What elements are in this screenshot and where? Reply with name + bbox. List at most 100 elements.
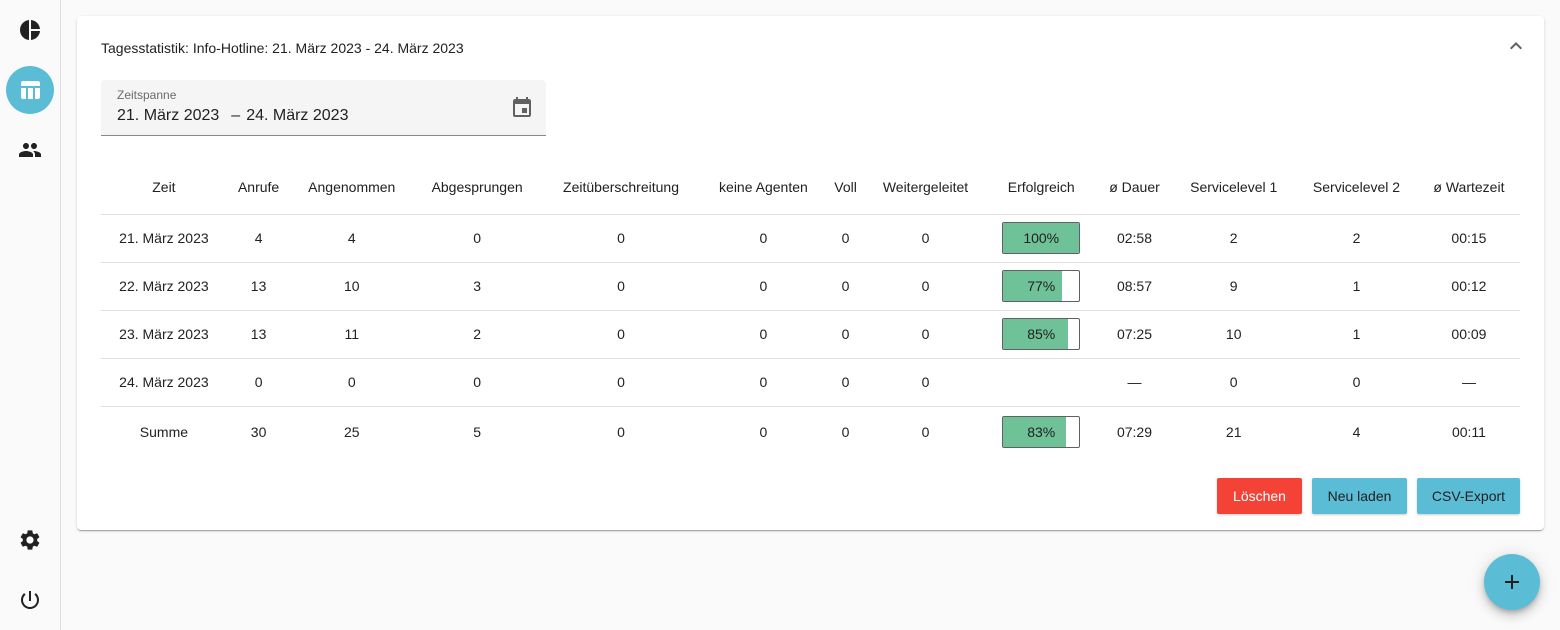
column-header: Voll [825, 160, 866, 215]
gear-icon [20, 530, 40, 550]
success-rate-label: 85% [1027, 326, 1056, 342]
cell-erfolgreich: 83% [986, 406, 1097, 458]
plus-icon [1505, 575, 1519, 589]
column-header: Servicelevel 2 [1295, 160, 1418, 215]
success-rate-label: 83% [1027, 424, 1056, 441]
cell-sl2: 0 [1295, 358, 1418, 407]
delete-button[interactable]: Löschen [1217, 478, 1302, 514]
people-icon [19, 143, 41, 157]
cell-angenommen: 10 [290, 262, 414, 311]
cell-dauer: 02:58 [1096, 214, 1173, 263]
nav-users[interactable] [6, 126, 54, 174]
cell-anrufe: 4 [226, 214, 291, 263]
chevron-up-icon [1510, 42, 1522, 50]
cell-dauer: 08:57 [1096, 262, 1173, 311]
reload-button[interactable]: Neu laden [1312, 478, 1407, 514]
column-header: Abgesprungen [413, 160, 542, 215]
column-header: Erfolgreich [985, 160, 1097, 215]
cell-weitergeleitet: 0 [865, 262, 986, 311]
cell-zeitueberschreitung: 0 [541, 358, 701, 407]
column-header: Servicelevel 1 [1172, 160, 1296, 215]
column-header: Angenommen [290, 160, 414, 215]
cell-angenommen: 11 [290, 310, 414, 359]
cell-zeitueberschreitung: 0 [541, 310, 701, 359]
column-header: keine Agenten [700, 160, 826, 215]
cell-zeitueberschreitung: 0 [541, 262, 701, 311]
cell-wartezeit: 00:12 [1417, 262, 1520, 311]
cell-erfolgreich [985, 358, 1097, 407]
cell-sl1: 9 [1172, 262, 1296, 311]
nav-table[interactable] [6, 66, 54, 114]
cell-voll: 0 [841, 424, 850, 441]
cell-abgesprungen: 0 [413, 214, 542, 263]
success-rate-bar: 77% [1002, 270, 1081, 302]
cell-erfolgreich: 100% [985, 214, 1097, 263]
collapse-button[interactable] [1504, 34, 1528, 58]
cell-anrufe: 0 [226, 358, 291, 407]
table-row: 23. März 2023 13 11 2 0 0 0 0 85% 07:25 10 1 00:09 [101, 310, 1520, 359]
cell-keine-agenten: 0 [700, 358, 826, 407]
column-header: Anrufe [226, 160, 291, 215]
cell-dauer: 07:25 [1096, 310, 1173, 359]
date-range-separator: – [231, 107, 241, 124]
table-header-row: Zeit Anrufe Angenommen Abgesprungen Zeitüber… [101, 160, 1520, 215]
column-header: Zeit [101, 160, 227, 215]
nav-statistics[interactable] [6, 6, 54, 54]
cell-keine-agenten: 0 [700, 310, 826, 359]
cell-abgesprungen: 3 [413, 262, 542, 311]
cell-wartezeit: 00:09 [1417, 310, 1520, 359]
cell-sl1: 10 [1172, 310, 1296, 359]
success-rate-label: 100% [1023, 230, 1060, 246]
card-title: Tagesstatistik: Info-Hotline: 21. März 2… [101, 40, 464, 56]
success-rate-label: 77% [1027, 278, 1056, 294]
cell-wartezeit: 00:15 [1417, 214, 1520, 263]
cell-sl1: 0 [1172, 358, 1296, 407]
sum-row: Summe 30 25 5 0 0 0 0 83% 07:29 21 4 00:11 [101, 406, 1520, 458]
date-range-value[interactable]: 21. März 2023–24. März 2023 [117, 107, 348, 125]
column-header: Weitergeleitet [865, 160, 986, 215]
cell-erfolgreich: 77% [985, 262, 1097, 311]
add-fab-button[interactable] [1484, 554, 1540, 610]
cell-abgesprungen: 2 [413, 310, 542, 359]
calendar-icon[interactable] [510, 96, 534, 120]
column-header: ø Dauer [1096, 160, 1173, 215]
success-rate-bar: 85% [1002, 318, 1081, 350]
cell-zeit: 22. März 2023 [101, 262, 227, 311]
date-range-field[interactable]: Zeitspanne 21. März 2023–24. März 2023 [101, 80, 546, 136]
success-rate-fill [1003, 223, 1080, 253]
cell-wartezeit: 00:11 [1451, 424, 1486, 441]
cell-keine-agenten: 0 [759, 424, 768, 441]
cell-anrufe: 13 [226, 310, 291, 359]
sidebar [0, 0, 61, 630]
cell-abgesprungen: 5 [473, 424, 481, 441]
csv-export-button[interactable]: CSV-Export [1417, 478, 1520, 514]
cell-keine-agenten: 0 [700, 214, 826, 263]
cell-voll: 0 [825, 310, 866, 359]
cell-zeit: Summe [139, 424, 189, 441]
cell-angenommen: 0 [290, 358, 414, 407]
pie-chart-icon [20, 20, 40, 40]
cell-voll: 0 [825, 262, 866, 311]
cell-abgesprungen: 0 [413, 358, 542, 407]
success-rate-fill [1003, 271, 1062, 301]
cell-weitergeleitet: 0 [865, 310, 986, 359]
cell-zeitueberschreitung: 0 [541, 214, 701, 263]
cell-dauer: — [1096, 358, 1173, 407]
success-rate-fill [1003, 319, 1068, 349]
column-header: ø Wartezeit [1417, 160, 1520, 215]
cell-anrufe: 30 [250, 424, 267, 441]
nav-settings[interactable] [6, 516, 54, 564]
cell-erfolgreich: 85% [985, 310, 1097, 359]
date-range-end[interactable]: 24. März 2023 [246, 107, 349, 124]
date-range-start[interactable]: 21. März 2023 [117, 107, 220, 124]
cell-zeit: 24. März 2023 [101, 358, 227, 407]
cell-sl1: 2 [1172, 214, 1296, 263]
cell-zeit: 23. März 2023 [101, 310, 227, 359]
nav-logout[interactable] [6, 576, 54, 624]
cell-sl2: 1 [1295, 262, 1418, 311]
success-rate-fill [1003, 417, 1067, 448]
cell-weitergeleitet: 0 [865, 214, 986, 263]
cell-angenommen: 4 [290, 214, 414, 263]
cell-weitergeleitet: 0 [921, 424, 930, 441]
success-rate-bar: 100% [1002, 222, 1081, 254]
